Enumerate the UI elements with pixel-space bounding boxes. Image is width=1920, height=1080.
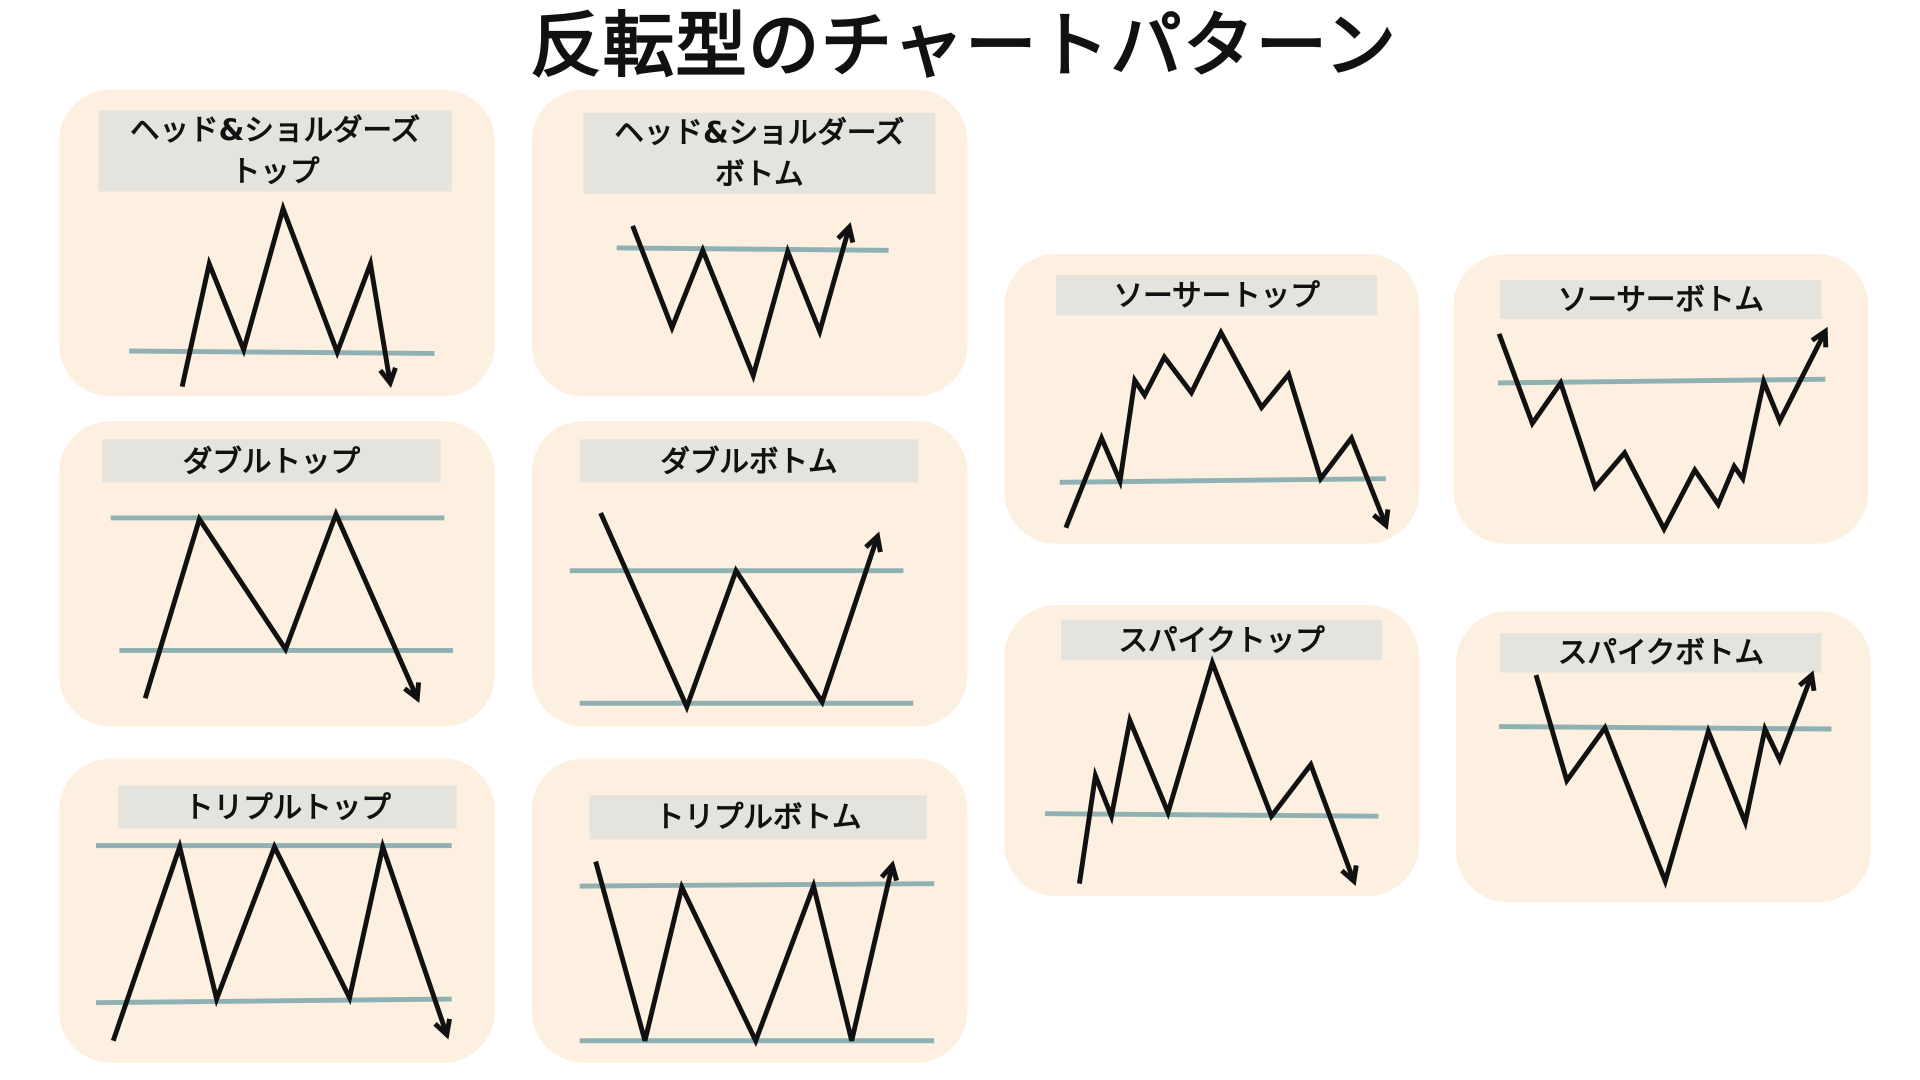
support-resistance-line (129, 348, 435, 356)
support-resistance-line (1059, 476, 1386, 485)
double-top-diagram (110, 507, 453, 704)
head-and-shoulders-bottom-diagram (616, 222, 889, 384)
price-line (630, 224, 852, 384)
triple-bottom-label: トリプルボトム (589, 795, 927, 840)
arrow-down-icon (1340, 865, 1359, 887)
double-top-label: ダブルトップ (102, 439, 441, 483)
price-line (1496, 330, 1828, 535)
spike-top-diagram (1044, 655, 1379, 887)
arrow-up-icon (864, 531, 883, 553)
support-resistance-line (95, 996, 452, 1006)
saucer-top-label: ソーサートップ (1056, 274, 1378, 316)
price-line (598, 512, 880, 714)
triple-top-diagram (95, 837, 452, 1042)
support-resistance-line (616, 245, 889, 253)
spike-bottom-diagram (1499, 670, 1832, 889)
price-line (1063, 327, 1389, 529)
double-bottom-label: ダブルボトム (579, 439, 919, 483)
head-and-shoulders-top-diagram (129, 200, 435, 388)
arrow-down-icon (378, 367, 398, 388)
support-resistance-line (1044, 811, 1379, 819)
arrow-up-icon (879, 860, 900, 882)
saucer-top-diagram (1059, 327, 1391, 531)
support-resistance-line (1499, 724, 1832, 732)
saucer-bottom-diagram (1496, 326, 1829, 535)
price-line (1076, 655, 1357, 885)
price-line (1533, 674, 1815, 889)
arrow-down-icon (403, 682, 422, 704)
page-title: 反転型のチャートパターン (530, 3, 1398, 88)
support-resistance-line (1497, 376, 1826, 386)
arrow-down-icon (433, 1018, 452, 1040)
price-line (179, 200, 393, 388)
head-and-shoulders-bottom-label: ヘッド&ショルダーズ ボトム (583, 112, 936, 194)
arrow-up-icon (1798, 670, 1817, 692)
double-bottom-diagram (569, 512, 914, 714)
head-and-shoulders-top-label: ヘッド&ショルダーズ トップ (98, 110, 452, 192)
support-resistance-line (579, 881, 935, 889)
arrow-up-icon (836, 222, 856, 244)
price-line (110, 837, 450, 1042)
triple-bottom-diagram (579, 860, 935, 1048)
saucer-bottom-label: ソーサーボトム (1500, 279, 1822, 320)
arrow-down-icon (1372, 509, 1391, 531)
spike-bottom-label: スパイクボトム (1500, 633, 1822, 673)
spike-top-label: スパイクトップ (1060, 619, 1383, 661)
triple-top-label: トリプルトップ (118, 785, 457, 829)
price-line (142, 507, 420, 700)
arrow-up-icon (1810, 326, 1829, 348)
price-line (593, 860, 895, 1048)
